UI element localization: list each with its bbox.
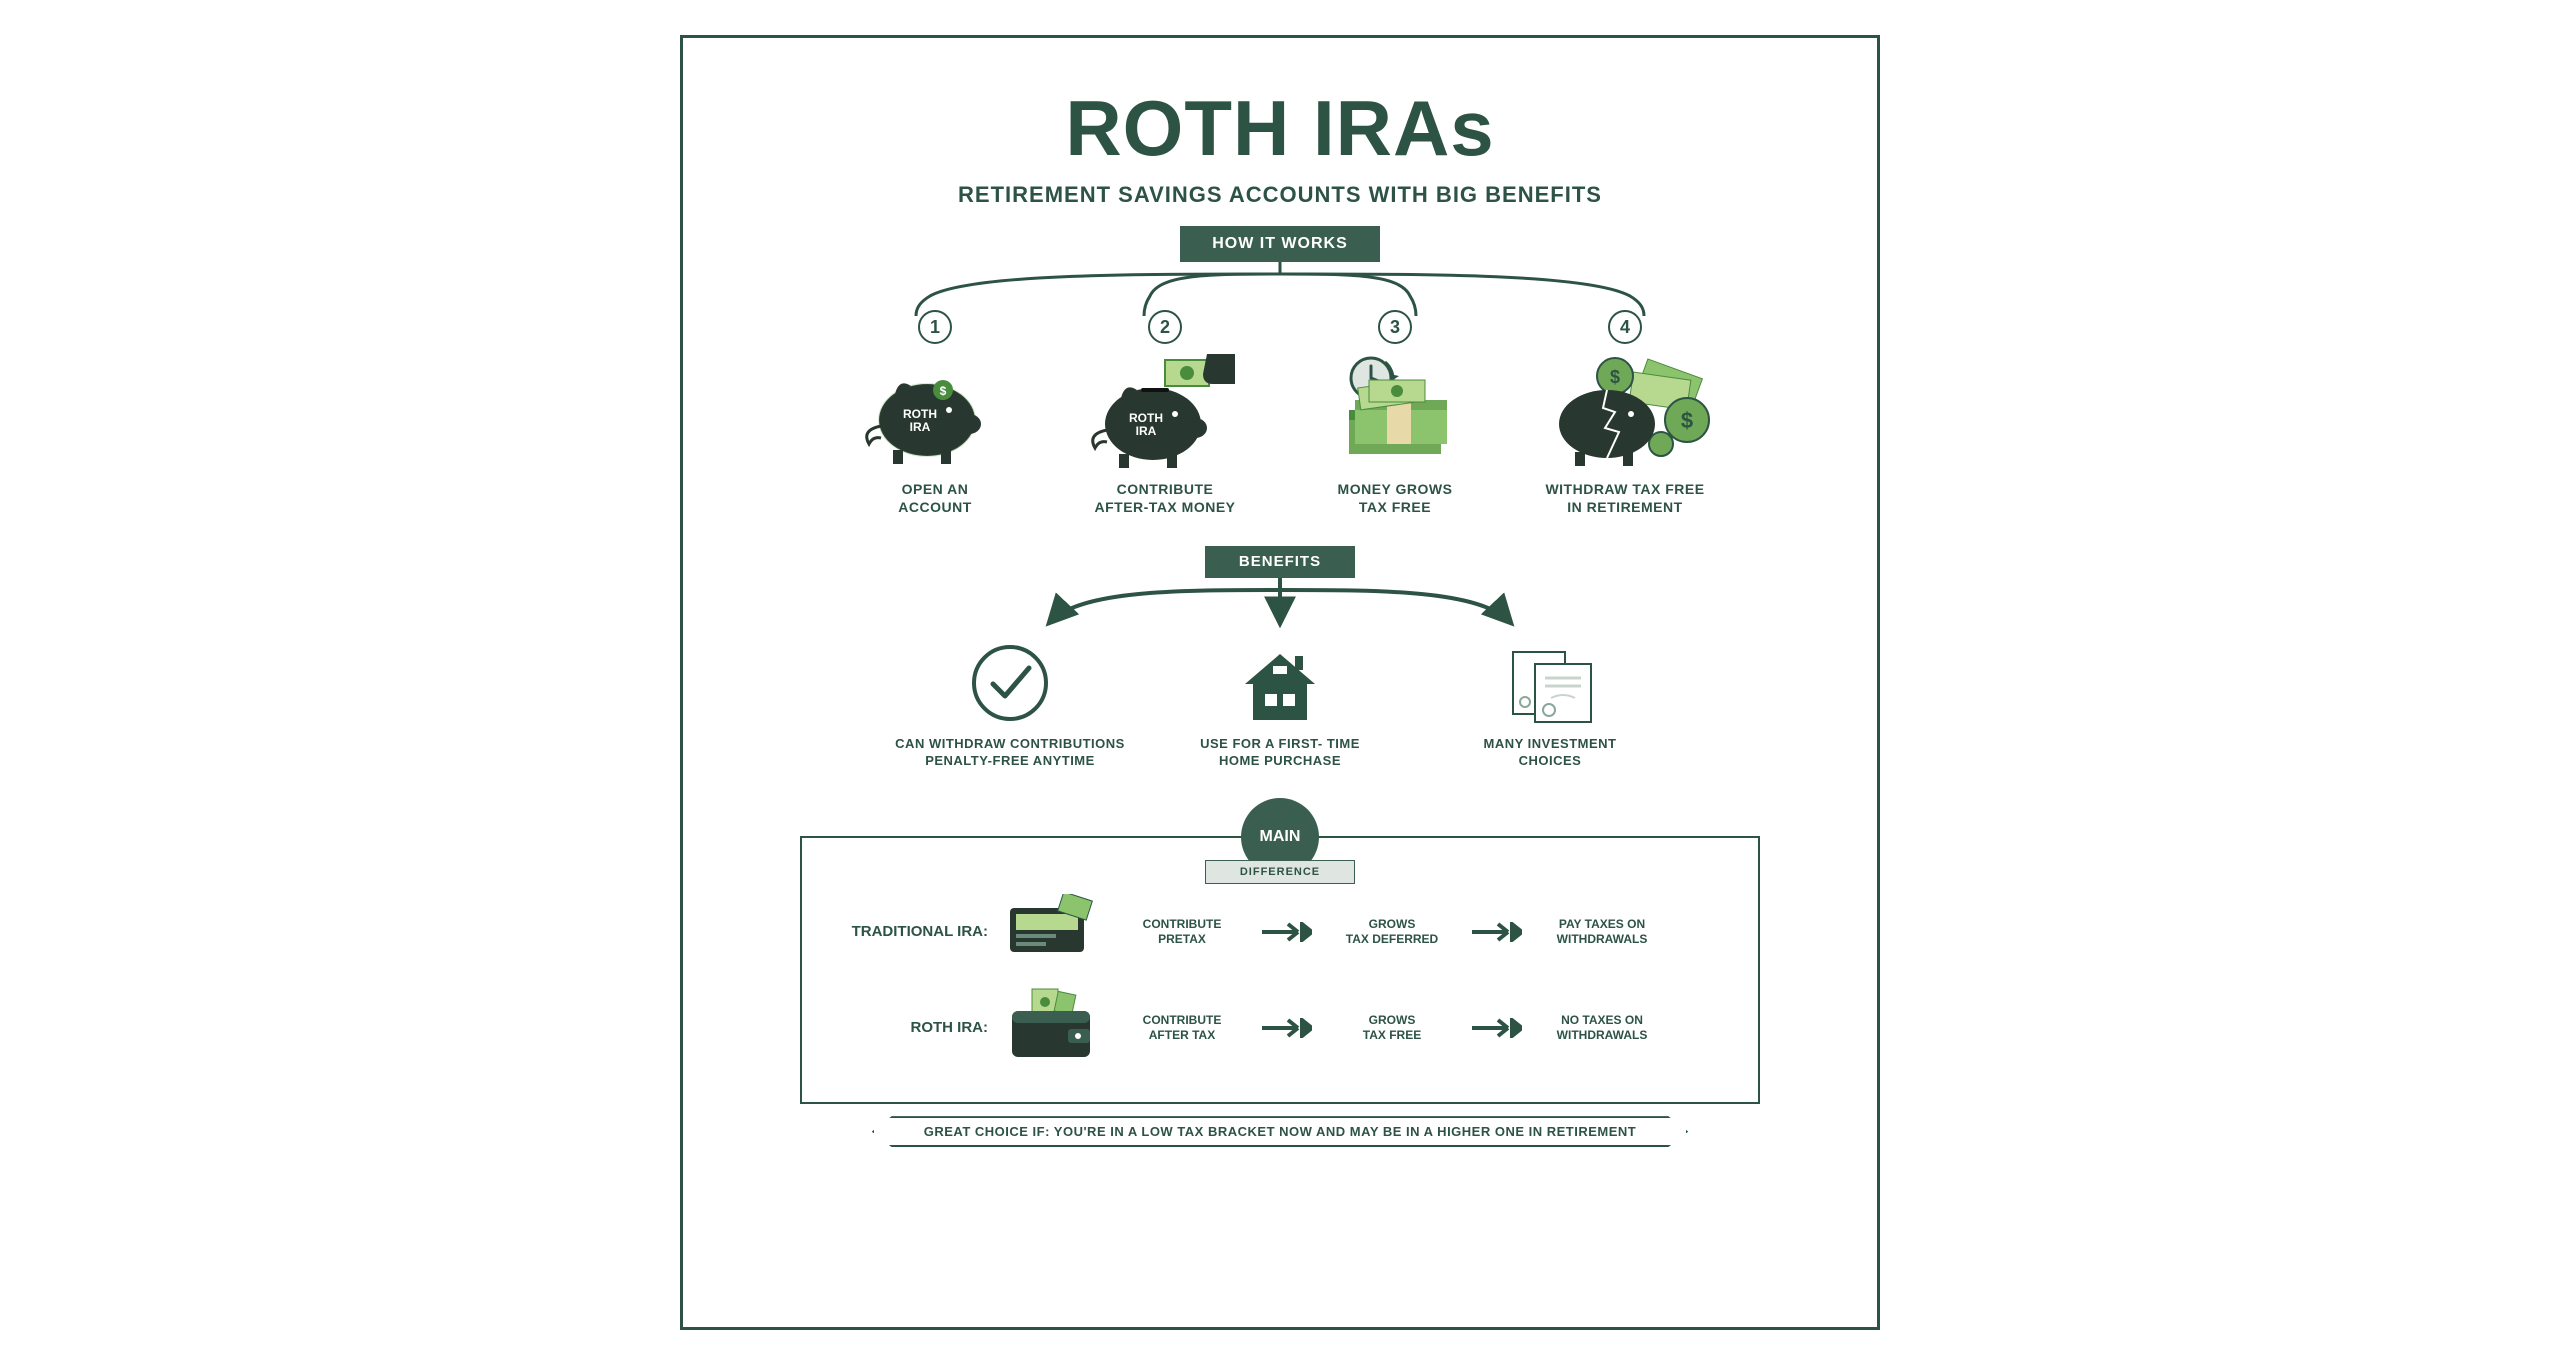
benefit-label: USE FOR A FIRST- TIMEHOME PURCHASE bbox=[1165, 736, 1395, 770]
diff-row-roth: ROTH IRA: CONTRIBUTEAFTER TAX GROWSTAX F… bbox=[822, 987, 1738, 1068]
step-label: OPEN ANACCOUNT bbox=[835, 480, 1035, 516]
step-4: 4 $ $ bbox=[1525, 310, 1725, 516]
svg-text:$: $ bbox=[1610, 367, 1620, 387]
how-it-works-ribbon: HOW IT WORKS bbox=[1180, 226, 1380, 262]
wallet-icon bbox=[1002, 987, 1112, 1068]
diff-name: ROTH IRA: bbox=[822, 1019, 1002, 1036]
diff-item: PAY TAXES ONWITHDRAWALS bbox=[1532, 917, 1672, 947]
diff-name: TRADITIONAL IRA: bbox=[822, 923, 1002, 940]
diff-row-traditional: TRADITIONAL IRA: CONTRIBUTEPRETAX GROWST… bbox=[822, 894, 1738, 969]
page-title: ROTH IRAs bbox=[683, 83, 1877, 174]
benefit-withdraw: CAN WITHDRAW CONTRIBUTIONSPENALTY-FREE A… bbox=[895, 638, 1125, 770]
bottom-note-text: GREAT CHOICE IF: YOU'RE IN A LOW TAX BRA… bbox=[872, 1116, 1689, 1147]
diff-item: GROWSTAX FREE bbox=[1322, 1013, 1462, 1043]
check-cash-icon bbox=[1002, 894, 1112, 969]
branch-connector bbox=[830, 262, 1730, 316]
steps-row: 1 $ ROTHIRA OPEN ANACCOUNT bbox=[683, 310, 1877, 516]
piggy-contribute-icon: ROTHIRA bbox=[1085, 350, 1245, 470]
piggy-label: ROTHIRA bbox=[903, 408, 937, 434]
diff-item: CONTRIBUTEPRETAX bbox=[1112, 917, 1252, 947]
step-number: 2 bbox=[1148, 310, 1182, 344]
diff-flow: CONTRIBUTEPRETAX GROWSTAX DEFERRED PAY T… bbox=[1112, 917, 1738, 947]
benefit-label: MANY INVESTMENTCHOICES bbox=[1435, 736, 1665, 770]
benefit-choices: MANY INVESTMENTCHOICES bbox=[1435, 638, 1665, 770]
step-number: 3 bbox=[1378, 310, 1412, 344]
benefits-arrows bbox=[930, 578, 1630, 634]
svg-text:$: $ bbox=[1681, 408, 1693, 433]
benefits-row: CAN WITHDRAW CONTRIBUTIONSPENALTY-FREE A… bbox=[683, 638, 1877, 770]
arrow-icon bbox=[1472, 1018, 1522, 1038]
benefit-home: USE FOR A FIRST- TIMEHOME PURCHASE bbox=[1165, 638, 1395, 770]
checkmark-icon bbox=[955, 638, 1065, 728]
arrow-icon bbox=[1472, 922, 1522, 942]
step-1: 1 $ ROTHIRA OPEN ANACCOUNT bbox=[835, 310, 1035, 516]
piggy-bank-icon: $ ROTHIRA bbox=[855, 350, 1015, 470]
piggy-label: ROTHIRA bbox=[1129, 412, 1163, 438]
withdraw-icon: $ $ bbox=[1545, 350, 1705, 470]
money-grows-icon bbox=[1315, 350, 1475, 470]
benefit-label: CAN WITHDRAW CONTRIBUTIONSPENALTY-FREE A… bbox=[895, 736, 1125, 770]
diff-flow: CONTRIBUTEAFTER TAX GROWSTAX FREE NO TAX… bbox=[1112, 1013, 1738, 1043]
arrow-icon bbox=[1262, 1018, 1312, 1038]
svg-text:$: $ bbox=[940, 384, 947, 398]
house-icon bbox=[1225, 638, 1335, 728]
arrow-icon bbox=[1262, 922, 1312, 942]
documents-icon bbox=[1495, 638, 1605, 728]
step-label: MONEY GROWSTAX FREE bbox=[1295, 480, 1495, 516]
step-number: 4 bbox=[1608, 310, 1642, 344]
step-label: WITHDRAW TAX FREEIN RETIREMENT bbox=[1525, 480, 1725, 516]
diff-item: NO TAXES ONWITHDRAWALS bbox=[1532, 1013, 1672, 1043]
subtitle: RETIREMENT SAVINGS ACCOUNTS WITH BIG BEN… bbox=[683, 182, 1877, 208]
difference-ribbon: DIFFERENCE bbox=[1205, 860, 1355, 884]
step-2: 2 ROTHIRA bbox=[1065, 310, 1265, 516]
step-number: 1 bbox=[918, 310, 952, 344]
benefits-ribbon: BENEFITS bbox=[1205, 546, 1355, 578]
step-label: CONTRIBUTEAFTER-TAX MONEY bbox=[1065, 480, 1265, 516]
step-3: 3 bbox=[1295, 310, 1495, 516]
diff-item: GROWSTAX DEFERRED bbox=[1322, 917, 1462, 947]
infographic-frame: ROTH IRAs RETIREMENT SAVINGS ACCOUNTS WI… bbox=[680, 35, 1880, 1330]
diff-item: CONTRIBUTEAFTER TAX bbox=[1112, 1013, 1252, 1043]
bottom-note: GREAT CHOICE IF: YOU'RE IN A LOW TAX BRA… bbox=[800, 1116, 1760, 1147]
